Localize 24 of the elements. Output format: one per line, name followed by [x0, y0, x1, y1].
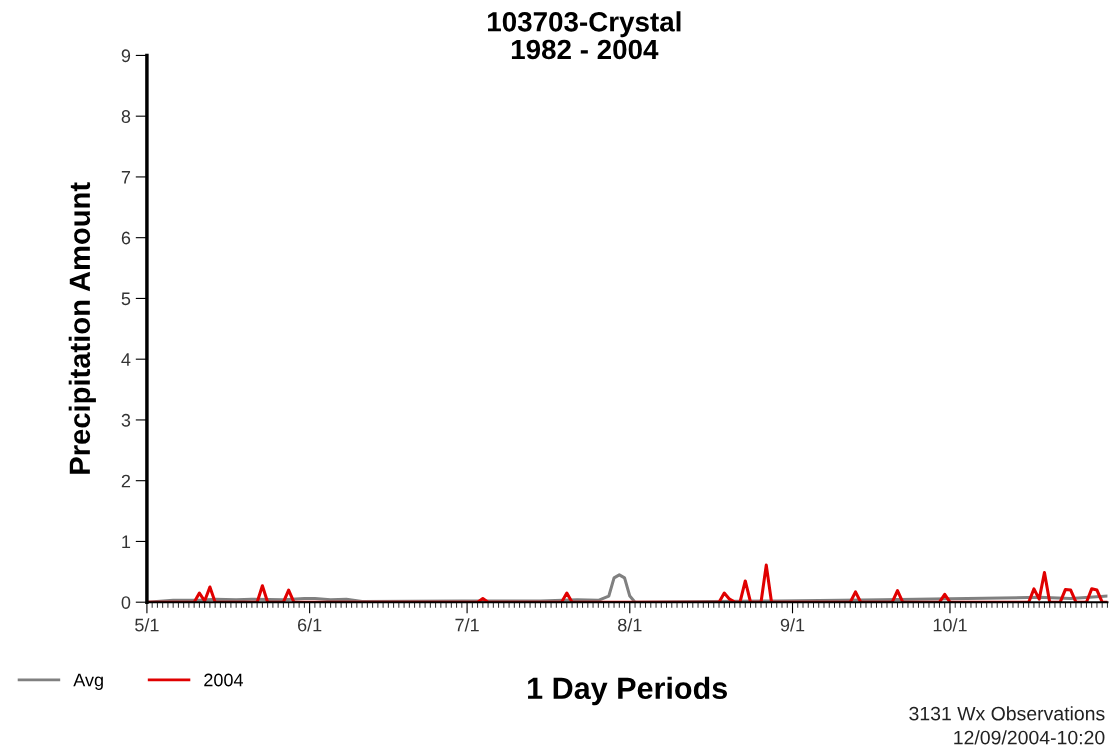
x-tick-label: 7/1: [455, 618, 479, 632]
y-tick-label: 4: [121, 353, 131, 366]
y-tick-label: 3: [121, 413, 131, 427]
y-tick-label: 5: [121, 292, 131, 306]
chart-title: 103703-Crystal: [488, 11, 681, 38]
legend-label: Avg: [73, 673, 103, 690]
x-tick-label: 8/1: [618, 618, 642, 632]
y-axis-title: Precipitation Amount: [68, 182, 96, 474]
text: 12/09/2004-10:20: [954, 730, 1105, 745]
y-tick-label: 2: [121, 474, 131, 488]
x-tick-label: 9/1: [780, 618, 805, 632]
text: 3131 Wx Observations: [909, 706, 1105, 721]
chart-subtitle: 1982 - 2004: [511, 39, 659, 60]
y-tick-label: 1: [122, 535, 131, 548]
y-tick-label: 0: [121, 596, 131, 609]
x-tick-label: 10/1: [933, 618, 967, 632]
y-tick-label: 8: [121, 110, 131, 123]
y-tick-label: 7: [121, 171, 131, 184]
y-tick-label: 6: [121, 231, 131, 245]
x-axis-title: 1 Day Periods: [528, 676, 727, 706]
legend-label: 2004: [204, 673, 243, 687]
y-tick-label: 9: [121, 49, 131, 63]
x-tick-label: 5/1: [135, 618, 159, 632]
x-tick-label: 6/1: [298, 618, 322, 632]
